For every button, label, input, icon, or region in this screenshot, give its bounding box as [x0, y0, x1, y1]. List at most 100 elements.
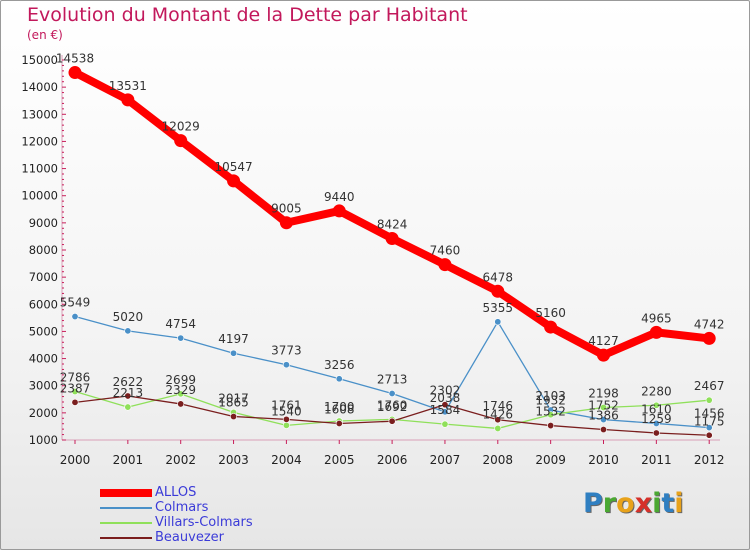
data-label: 2213: [113, 386, 144, 400]
data-point: [385, 231, 399, 245]
y-tick-label: 14000: [21, 80, 58, 94]
data-label: 7460: [430, 244, 461, 258]
data-point: [652, 401, 660, 409]
x-tick-label: 2007: [430, 453, 461, 467]
chart-title: Evolution du Montant de la Dette par Hab…: [27, 4, 468, 26]
y-tick-label: 4000: [29, 352, 58, 366]
series-line-allos: [71, 68, 714, 360]
data-label: 2103: [535, 389, 566, 403]
data-label: 2198: [588, 386, 619, 400]
data-point: [124, 327, 132, 335]
data-label: 9440: [324, 190, 355, 204]
series-layer: [68, 66, 716, 439]
data-point: [494, 416, 502, 424]
data-point: [177, 400, 185, 408]
legend-swatch: [100, 536, 152, 539]
data-point: [705, 431, 713, 439]
data-label: 6478: [483, 270, 514, 284]
logo-letter: t: [661, 488, 675, 519]
data-point: [547, 422, 555, 430]
data-label: 1584: [430, 403, 461, 417]
logo-letter: i: [652, 488, 662, 519]
data-point: [177, 334, 185, 342]
data-point: [71, 313, 79, 321]
data-point: [124, 392, 132, 400]
x-tick-label: 2011: [641, 453, 672, 467]
data-point: [332, 204, 346, 218]
y-tick-label: 7000: [29, 270, 58, 284]
legend-item: Beauvezer: [100, 530, 253, 545]
data-label: 1692: [377, 400, 408, 414]
logo-letter: r: [602, 488, 617, 519]
data-label: 8424: [377, 217, 408, 231]
data-label: 1865: [218, 396, 249, 410]
chart-legend: ALLOS Colmars Villars-Colmars Beauvezer: [100, 485, 253, 545]
x-tick-label: 2001: [113, 453, 144, 467]
data-point: [227, 174, 241, 188]
data-label: 5355: [483, 301, 514, 315]
data-label: 1426: [483, 407, 514, 421]
data-point: [441, 420, 449, 428]
y-tick-label: 5000: [29, 324, 58, 338]
data-point: [388, 417, 396, 425]
data-label: 2038: [430, 391, 461, 405]
data-point: [652, 419, 660, 427]
data-point: [230, 413, 238, 421]
data-label: 1746: [483, 399, 514, 413]
legend-item: Colmars: [100, 500, 253, 515]
data-point: [282, 361, 290, 369]
chart-subtitle: (en €): [27, 28, 63, 42]
data-point: [438, 258, 452, 272]
data-label: 1175: [694, 414, 725, 428]
data-label: 4965: [641, 311, 672, 325]
data-point: [649, 325, 663, 339]
data-point: [68, 66, 82, 80]
data-point: [599, 416, 607, 424]
data-label: 1700: [324, 400, 355, 414]
data-point: [652, 429, 660, 437]
data-point: [174, 134, 188, 148]
data-point: [71, 388, 79, 396]
logo-letter: i: [674, 488, 684, 519]
data-label: 2713: [377, 373, 408, 387]
data-label: 1932: [535, 394, 566, 408]
data-point: [702, 331, 716, 345]
logo-letter: P: [583, 488, 603, 519]
y-tick-label: 2000: [29, 406, 58, 420]
data-label: 4742: [694, 317, 725, 331]
data-point: [335, 419, 343, 427]
data-label: 5020: [113, 310, 144, 324]
data-label: 1456: [694, 407, 725, 421]
data-point: [388, 390, 396, 398]
data-label: 1386: [588, 409, 619, 423]
data-label: 3773: [271, 344, 302, 358]
legend-item: Villars-Colmars: [100, 515, 253, 530]
y-tick-label: 12000: [21, 134, 58, 148]
data-point: [599, 426, 607, 434]
y-tick-label: 10000: [21, 189, 58, 203]
proxiti-logo: Proxiti: [583, 488, 684, 519]
y-tick-label: 13000: [21, 107, 58, 121]
legend-label: Beauvezer: [155, 530, 224, 545]
data-label: 4754: [165, 317, 196, 331]
data-label: 1532: [535, 405, 566, 419]
data-label: 2467: [694, 379, 725, 393]
legend-swatch: [100, 521, 152, 524]
x-tick-label: 2002: [165, 453, 196, 467]
x-tick-label: 2004: [271, 453, 302, 467]
y-tick-label: 8000: [29, 243, 58, 257]
data-point: [282, 421, 290, 429]
data-label: 2280: [641, 384, 672, 398]
data-point: [441, 401, 449, 409]
x-tick-label: 2008: [483, 453, 514, 467]
data-label: 4197: [218, 332, 249, 346]
data-point: [494, 424, 502, 432]
data-label: 2017: [218, 391, 249, 405]
legend-swatch: [100, 506, 152, 509]
data-labels-layer: 14538 13531 12029 10547 9005 9440 8424 7460 6478…: [56, 52, 725, 429]
data-label: 2387: [60, 381, 91, 395]
data-point: [335, 375, 343, 383]
x-tick-label: 2012: [694, 453, 725, 467]
legend-label: Villars-Colmars: [155, 515, 253, 530]
data-point: [599, 403, 607, 411]
